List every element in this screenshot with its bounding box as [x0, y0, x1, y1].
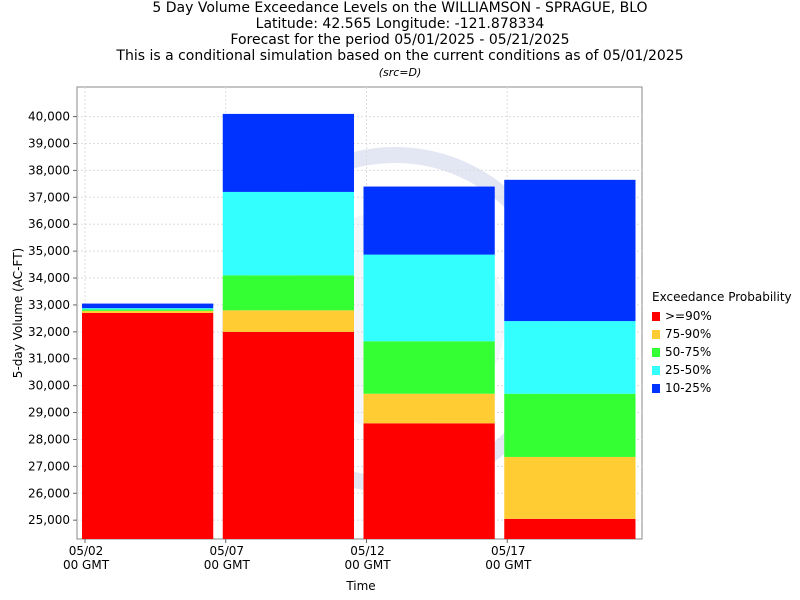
y-tick-label: 40,000 — [28, 110, 70, 124]
chart-title: 5 Day Volume Exceedance Levels on the WI… — [152, 0, 648, 16]
legend-item-10-25: 10-25% — [652, 379, 792, 397]
x-tick-label: 05/07 — [209, 544, 244, 558]
bar-segment-ge90 — [82, 313, 214, 539]
bar-05-02 — [82, 303, 214, 539]
legend-label: 25-50% — [665, 363, 712, 377]
y-tick-label: 28,000 — [28, 432, 70, 446]
legend-item-75-90: 75-90% — [652, 325, 792, 343]
chart-subtitle-location: Latitude: 42.565 Longitude: -121.878334 — [255, 16, 545, 32]
y-tick-label: 32,000 — [28, 325, 70, 339]
bar-segment-25-50 — [363, 254, 495, 342]
bar-segment-75-90 — [222, 310, 354, 332]
legend-swatch — [652, 329, 660, 339]
y-tick-label: 38,000 — [28, 163, 70, 177]
bar-segment-ge90 — [504, 518, 636, 539]
bar-05-12 — [363, 186, 495, 539]
x-tick-label-sub: 00 GMT — [485, 558, 532, 572]
chart-subtitle-conditions: This is a conditional simulation based o… — [116, 48, 684, 64]
bar-segment-75-90 — [504, 456, 636, 519]
y-tick-label: 37,000 — [28, 190, 70, 204]
bar-segment-50-75 — [504, 393, 636, 457]
legend-swatch — [652, 347, 660, 357]
legend-label: 10-25% — [665, 381, 712, 395]
x-tick-label: 05/12 — [350, 544, 385, 558]
bar-segment-75-90 — [363, 393, 495, 424]
x-tick-label-sub: 00 GMT — [344, 558, 391, 572]
bar-segment-ge90 — [222, 331, 354, 539]
y-tick-label: 29,000 — [28, 406, 70, 420]
legend-item-ge90: >=90% — [652, 307, 792, 325]
bar-segment-25-50 — [504, 321, 636, 394]
bar-05-17 — [504, 179, 636, 539]
legend-label: 75-90% — [665, 327, 712, 341]
legend-label: 50-75% — [665, 345, 712, 359]
legend-item-25-50: 25-50% — [652, 361, 792, 379]
legend-item-50-75: 50-75% — [652, 343, 792, 361]
y-tick-label: 25,000 — [28, 513, 70, 527]
legend-title: Exceedance Probability — [652, 290, 792, 304]
legend-swatch — [652, 365, 660, 375]
y-tick-label: 30,000 — [28, 379, 70, 393]
x-tick-label-sub: 00 GMT — [204, 558, 251, 572]
y-tick-label: 35,000 — [28, 244, 70, 258]
chart-titles: 5 Day Volume Exceedance Levels on the WI… — [0, 0, 800, 80]
bar-segment-50-75 — [363, 341, 495, 394]
y-tick-label: 39,000 — [28, 137, 70, 151]
bar-segment-50-75 — [82, 309, 214, 311]
y-axis: 25,000 26,000 27,000 28,000 29,000 30,000 31,0… — [28, 110, 77, 527]
y-tick-label: 27,000 — [28, 459, 70, 473]
y-tick-label: 31,000 — [28, 352, 70, 366]
bar-segment-75-90 — [82, 310, 214, 313]
y-tick-label: 36,000 — [28, 217, 70, 231]
bar-segment-50-75 — [222, 275, 354, 311]
x-tick-label: 05/17 — [491, 544, 526, 558]
bar-05-07 — [222, 113, 354, 539]
bar-segment-10-25 — [82, 303, 214, 309]
bar-segment-25-50 — [82, 308, 214, 310]
x-tick-label-sub: 00 GMT — [63, 558, 110, 572]
y-tick-label: 34,000 — [28, 271, 70, 285]
legend-swatch — [652, 383, 660, 393]
x-axis-label: Time — [345, 579, 375, 593]
legend-label: >=90% — [665, 309, 712, 323]
y-axis-label: 5-day Volume (AC-FT) — [11, 248, 25, 378]
chart-subtitle-period: Forecast for the period 05/01/2025 - 05/… — [230, 32, 570, 48]
bar-segment-10-25 — [222, 113, 354, 192]
bar-segment-25-50 — [222, 191, 354, 276]
legend-swatch — [652, 311, 660, 321]
y-tick-label: 26,000 — [28, 486, 70, 500]
bar-segment-10-25 — [363, 186, 495, 255]
bar-segment-10-25 — [504, 179, 636, 322]
bar-segment-ge90 — [363, 423, 495, 539]
chart-source-note: (src=D) — [378, 66, 422, 79]
y-tick-label: 33,000 — [28, 298, 70, 312]
legend: Exceedance Probability >=90% 75-90% 50-7… — [652, 289, 792, 397]
x-tick-label: 05/02 — [69, 544, 104, 558]
bars — [82, 113, 636, 539]
